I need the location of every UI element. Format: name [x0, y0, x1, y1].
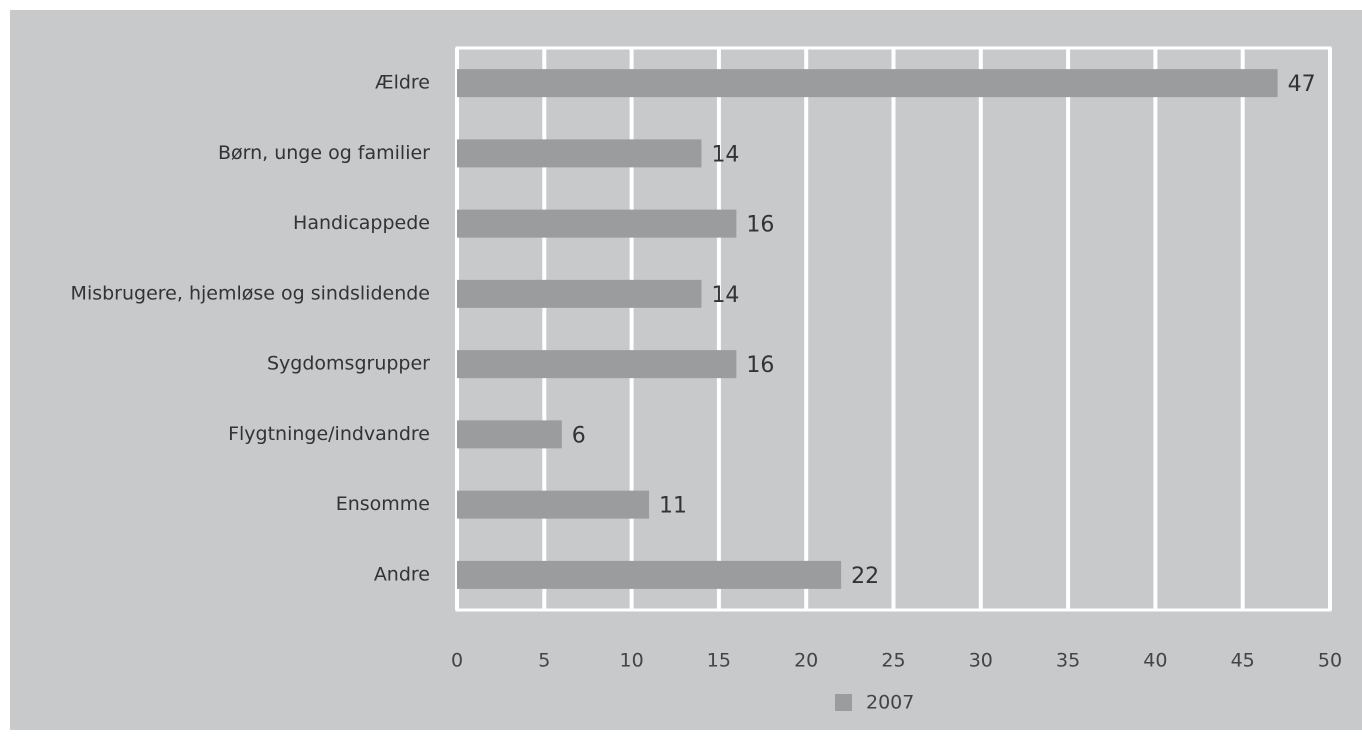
bar	[457, 139, 702, 168]
x-tick-label: 40	[1143, 650, 1167, 672]
x-tick-label: 0	[451, 650, 463, 672]
value-label: 16	[746, 353, 774, 378]
bar	[457, 350, 737, 379]
y-tick-label: Misbrugere, hjemløse og sindslidende	[71, 282, 430, 304]
y-tick-label: Andre	[374, 563, 430, 585]
y-tick-label: Sygdomsgrupper	[267, 353, 430, 375]
value-label: 16	[746, 213, 774, 238]
legend-swatch	[835, 694, 852, 711]
x-tick-label: 10	[620, 650, 644, 672]
bar	[457, 69, 1278, 98]
value-label: 47	[1288, 72, 1316, 97]
x-tick-label: 45	[1231, 650, 1255, 672]
x-tick-label: 20	[794, 650, 818, 672]
bar	[457, 209, 737, 238]
bar	[457, 560, 842, 589]
value-label: 11	[659, 494, 687, 519]
x-tick-label: 35	[1056, 650, 1080, 672]
y-tick-label: Flygtninge/indvandre	[228, 423, 430, 445]
x-tick-label: 25	[881, 650, 905, 672]
legend-label: 2007	[866, 692, 914, 714]
x-tick-label: 30	[969, 650, 993, 672]
x-tick-label: 5	[538, 650, 550, 672]
value-label: 14	[711, 142, 739, 167]
y-tick-label: Handicappede	[293, 212, 430, 234]
x-tick-label: 50	[1318, 650, 1342, 672]
value-label: 6	[572, 423, 586, 448]
y-tick-label: Børn, unge og familier	[218, 142, 430, 164]
bar	[457, 279, 702, 308]
bar	[457, 490, 650, 519]
value-label: 14	[711, 283, 739, 308]
y-tick-label: Ældre	[375, 72, 430, 94]
bar	[457, 420, 562, 449]
value-label: 22	[851, 564, 879, 589]
y-tick-label: Ensomme	[336, 493, 430, 515]
x-tick-label: 15	[707, 650, 731, 672]
